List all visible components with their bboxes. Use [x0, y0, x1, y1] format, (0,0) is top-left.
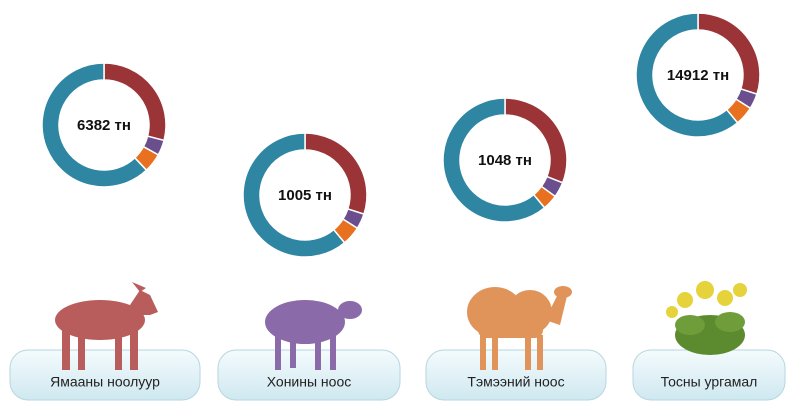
- pill: [9, 349, 201, 401]
- pill: [217, 349, 401, 401]
- donut-segment: [504, 97, 568, 184]
- item-label: Тэмээний ноос: [467, 374, 564, 390]
- donut-segment: [442, 97, 546, 223]
- plant: [666, 281, 747, 355]
- goat: [55, 282, 158, 370]
- center-label: 1048 тн: [478, 152, 532, 169]
- item-label: Хонины ноос: [267, 374, 352, 390]
- center-label: 14912 тн: [667, 67, 729, 84]
- donut-segment: [635, 12, 739, 138]
- center-label: 1005 тн: [278, 187, 332, 204]
- pill: [425, 349, 607, 401]
- pills: [9, 349, 786, 401]
- camel: [467, 286, 572, 370]
- sheep: [265, 300, 362, 370]
- center-label: 6382 тн: [77, 117, 131, 134]
- item-label: Ямааны ноолуур: [50, 374, 160, 390]
- donut-segment: [242, 132, 346, 258]
- donut-segment: [41, 62, 148, 188]
- item-label: Тосны ургамал: [661, 374, 758, 390]
